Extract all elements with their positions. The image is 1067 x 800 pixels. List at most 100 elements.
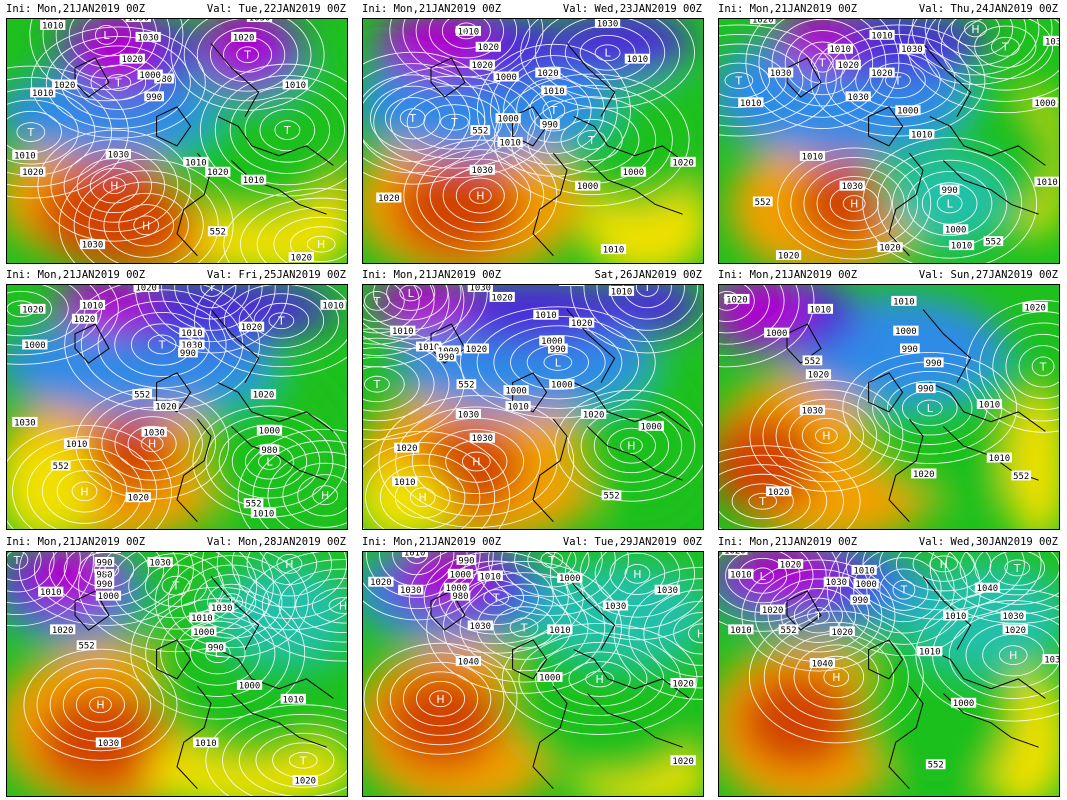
pressure-map[interactable]: 1000103010201010101010101000990102010101… bbox=[362, 284, 704, 530]
isobar bbox=[240, 197, 347, 263]
isobar bbox=[363, 337, 450, 431]
contour-value: 980 bbox=[96, 570, 112, 580]
isobar bbox=[297, 474, 347, 517]
isobar bbox=[7, 552, 94, 627]
contour-label: 1010 bbox=[505, 401, 531, 412]
isobar bbox=[253, 302, 310, 339]
isobar bbox=[862, 137, 1038, 263]
contour-label: 990 bbox=[540, 119, 560, 131]
contour-label: 1010 bbox=[728, 568, 754, 580]
isobar bbox=[428, 19, 505, 59]
contour-value: 990 bbox=[918, 385, 934, 395]
contour-label: 1010 bbox=[455, 25, 482, 37]
contour-value: 1030 bbox=[211, 604, 233, 614]
isobar bbox=[885, 72, 911, 89]
contour-value: 990 bbox=[852, 596, 868, 606]
contour-label: 1010 bbox=[948, 240, 975, 252]
pressure-center-marker: L bbox=[555, 356, 562, 369]
contour-value: 1020 bbox=[672, 158, 694, 168]
forecast-panel: Ini: Mon,21JAN2019 00Z Val: Wed,23JAN2019… bbox=[356, 0, 706, 266]
contour-label: 1010 bbox=[240, 174, 267, 186]
contour-label: 990 bbox=[939, 184, 960, 196]
isobar bbox=[767, 578, 870, 653]
contour-label: 1030 bbox=[179, 339, 205, 351]
contour-label: 1010 bbox=[12, 149, 38, 161]
isobar bbox=[929, 555, 959, 573]
isobar bbox=[30, 26, 206, 139]
pressure-center-marker: H bbox=[850, 197, 858, 210]
isobar bbox=[378, 395, 575, 528]
contour-label: 1030 bbox=[602, 600, 629, 612]
coastline bbox=[217, 649, 334, 699]
contour-value: 1020 bbox=[241, 323, 263, 333]
contour-label: 1010 bbox=[189, 552, 211, 553]
isobar bbox=[274, 120, 301, 140]
pressure-map[interactable]: 1010 1020 1020 1000 1020 1030 1010 1010 1000 990 1… bbox=[362, 18, 704, 264]
isobar bbox=[749, 379, 904, 492]
contour-value: 1020 bbox=[74, 315, 96, 325]
contour-value: 1020 bbox=[22, 168, 44, 178]
isobar bbox=[461, 451, 491, 472]
pressure-map[interactable]: 1030 1020 1020 1010 1010 1000 1000 990 990 1020 55… bbox=[718, 284, 1060, 530]
isobar bbox=[207, 583, 257, 620]
contour-label: 1020 bbox=[829, 626, 855, 638]
geopotential-field bbox=[363, 19, 703, 263]
contour-value: 1020 bbox=[472, 61, 494, 71]
pressure-center-marker: L bbox=[927, 402, 934, 415]
contour-value: 1000 bbox=[1034, 99, 1056, 109]
coastlines bbox=[74, 576, 334, 789]
isobar bbox=[842, 352, 1018, 464]
coastline bbox=[943, 160, 1039, 215]
contour-label: 1000 bbox=[950, 697, 977, 709]
contour-value: 552 bbox=[1013, 472, 1029, 482]
isobar bbox=[180, 564, 283, 639]
contour-label: 552 bbox=[132, 389, 153, 401]
contour-label: 1030 bbox=[839, 180, 865, 192]
pressure-center-marker: T bbox=[172, 580, 180, 593]
isobar bbox=[583, 285, 703, 343]
init-time-label: Ini: Mon,21JAN2019 00Z bbox=[718, 3, 858, 15]
pressure-center-marker: H bbox=[110, 180, 118, 193]
contour-label: 1000 bbox=[503, 385, 529, 397]
pressure-map[interactable]: 1010103010301030102010209901010102010301… bbox=[6, 18, 348, 264]
pressure-map[interactable]: 1020 1010 1020 1010 1000 990 1030 1020 1010 1040 1… bbox=[718, 551, 1060, 797]
contour-value: 1030 bbox=[472, 166, 494, 176]
contour-label: 1020 bbox=[869, 67, 895, 79]
pressure-map[interactable]: 1020 1030 1010 1020 1030 1010 1030 1020 1000 1010… bbox=[718, 18, 1060, 264]
contour-label: 1010 bbox=[869, 29, 895, 41]
contour-label: 1030 bbox=[455, 408, 482, 420]
contour-label: 1030 bbox=[799, 405, 826, 416]
contour-label: 1030 bbox=[845, 91, 871, 103]
contour-label: 1000 bbox=[575, 180, 601, 192]
contour-value: 1000 bbox=[551, 381, 573, 391]
isobar bbox=[628, 578, 703, 689]
isobar bbox=[724, 72, 754, 89]
geopotential-field bbox=[363, 285, 703, 529]
contour-value: 1000 bbox=[895, 327, 917, 337]
contour-label: 1010 bbox=[320, 299, 346, 311]
isobar bbox=[200, 285, 224, 297]
isobar bbox=[363, 366, 405, 403]
isobar bbox=[788, 408, 864, 464]
contour-value: 1000 bbox=[953, 699, 975, 709]
contour-value: 1030 bbox=[802, 406, 824, 416]
contour-value: 1020 bbox=[378, 194, 400, 204]
isobar bbox=[363, 285, 450, 356]
contour-value: 990 bbox=[208, 644, 224, 654]
isobar bbox=[570, 285, 703, 354]
contour-value: 1010 bbox=[253, 510, 275, 520]
contour-value: 1030 bbox=[470, 622, 492, 632]
pressure-map[interactable]: 1020 1010 1020 1020 1010 1000 1010 1030 990 1020 5… bbox=[6, 284, 348, 530]
contour-label: 1020 bbox=[835, 59, 861, 71]
contour-label: 1000 bbox=[539, 335, 565, 347]
coastlines bbox=[430, 43, 690, 256]
pressure-map[interactable]: 1020100099098099010001030101010101010103… bbox=[6, 551, 348, 797]
panel-header: Ini: Mon,21JAN2019 00Z Sat,26JAN2019 00Z bbox=[356, 266, 706, 284]
isobar bbox=[29, 19, 184, 102]
isobar bbox=[170, 19, 325, 111]
pressure-map[interactable]: 1010100099010001020102010301000980101010… bbox=[362, 551, 704, 797]
contour-value: 552 bbox=[781, 626, 797, 636]
contour-value: 1010 bbox=[40, 588, 62, 598]
isobar bbox=[311, 587, 347, 624]
forecast-panel: Ini: Mon,21JAN2019 00Z Val: Wed,30JAN2019… bbox=[712, 533, 1062, 799]
